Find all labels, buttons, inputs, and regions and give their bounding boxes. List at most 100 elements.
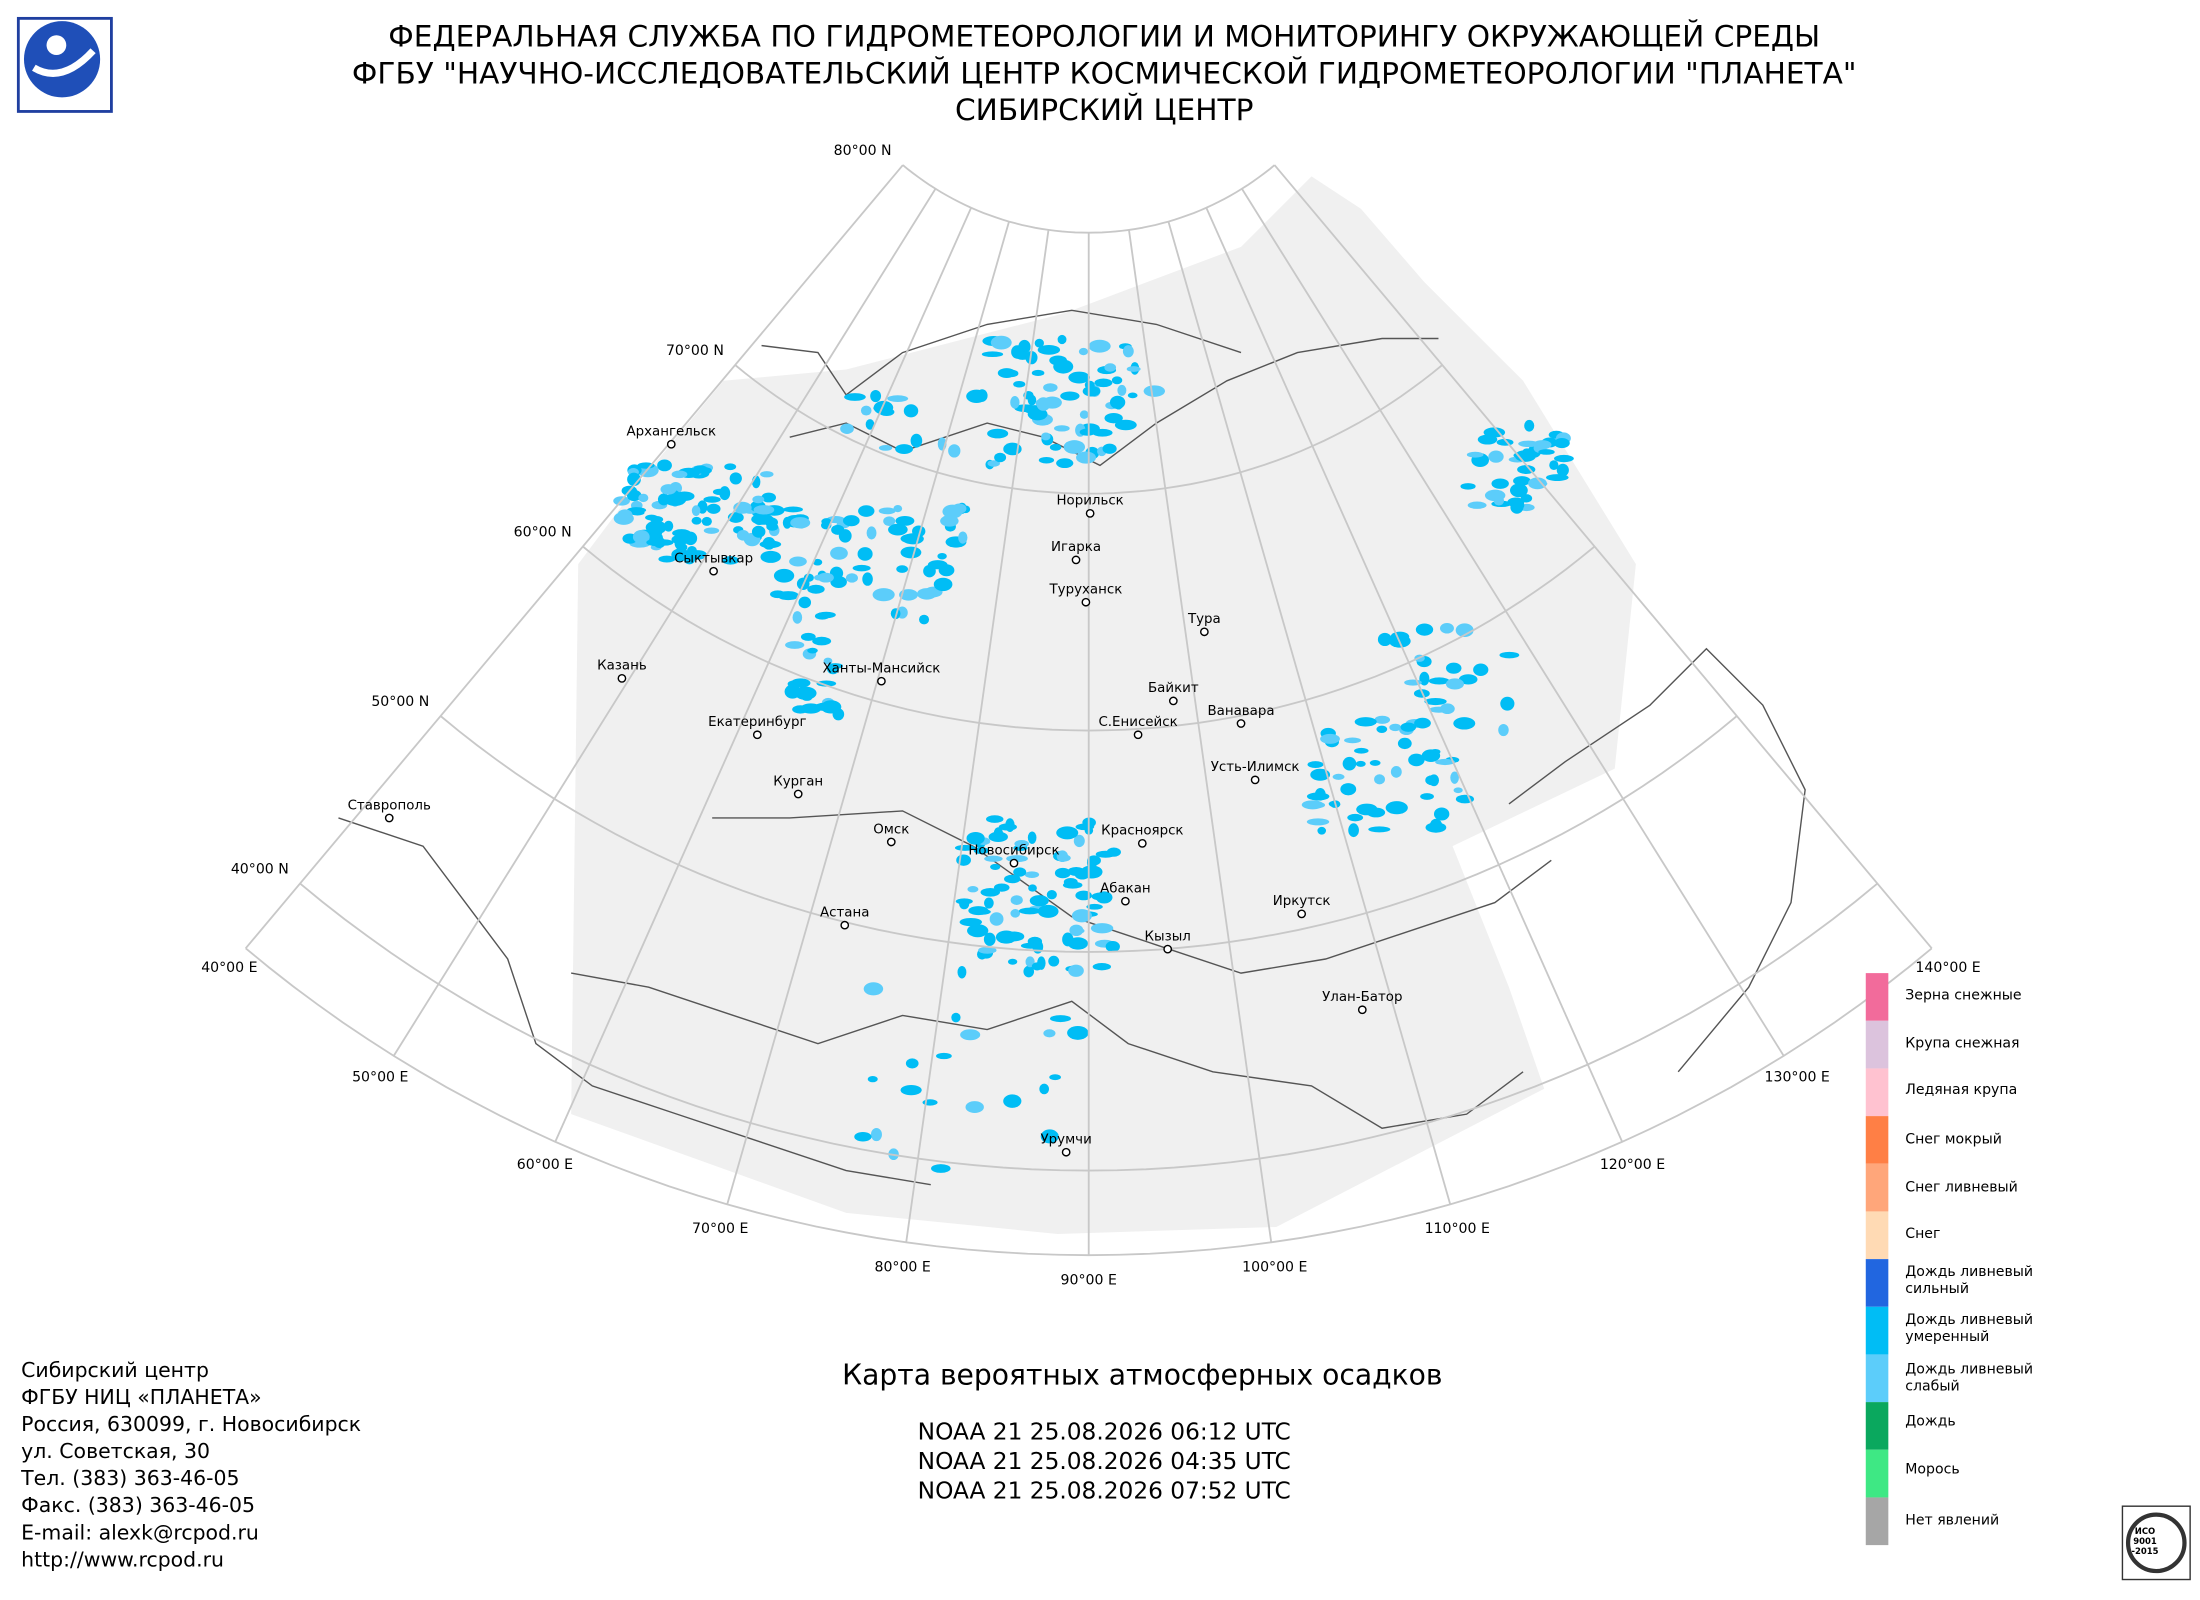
- precip-patch: [983, 932, 996, 946]
- precip-patch: [761, 492, 777, 503]
- precip-patch: [1049, 443, 1062, 451]
- precip-patch: [801, 694, 813, 701]
- precip-patch: [1376, 725, 1388, 734]
- city-label: Архангельск: [626, 425, 716, 440]
- precip-patch: [1106, 847, 1121, 857]
- precip-patch: [701, 516, 712, 526]
- precip-patch: [903, 404, 919, 418]
- precip-patch: [790, 517, 811, 529]
- precip-patch: [1104, 363, 1117, 372]
- precip-patch: [1314, 788, 1326, 801]
- precip-patch: [1067, 866, 1085, 876]
- pass-time: NOAA 21 25.08.2026 07:52 UTC: [918, 1478, 1291, 1505]
- city-marker: [617, 673, 627, 683]
- city-label: Астана: [820, 905, 869, 920]
- precip-patch: [792, 611, 803, 624]
- legend-swatch: [1865, 1354, 1889, 1403]
- precip-patch: [1554, 438, 1570, 449]
- precip-patch: [917, 588, 937, 600]
- precip-patch: [696, 467, 712, 475]
- precip-patch: [703, 496, 721, 503]
- precip-patch: [1079, 428, 1096, 436]
- city-label: Усть-Илимск: [1211, 760, 1300, 775]
- precip-patch: [1068, 964, 1084, 977]
- precip-patch: [1455, 623, 1474, 638]
- precip-patch: [1419, 671, 1430, 686]
- precip-patch: [1385, 801, 1408, 815]
- precip-patch: [764, 517, 778, 528]
- precip-patch: [997, 368, 1016, 378]
- city-label: Ванавара: [1207, 704, 1274, 719]
- precip-patch: [976, 389, 988, 402]
- precip-patch: [980, 888, 1001, 897]
- precip-patch: [844, 393, 866, 401]
- precip-patch: [854, 1131, 872, 1142]
- precip-patch: [1435, 758, 1455, 766]
- legend-swatch: [1865, 1449, 1889, 1498]
- latitude-label: 70°00 N: [666, 343, 724, 359]
- precip-patch: [770, 590, 786, 599]
- legend-label: Снег ливневый: [1905, 1179, 2018, 1195]
- satellite-swath: [571, 176, 1636, 1235]
- precip-patch: [1043, 1029, 1056, 1038]
- precip-patch: [840, 423, 854, 434]
- precip-patch: [671, 470, 688, 479]
- precip-patch: [1538, 449, 1555, 455]
- precip-patch: [671, 548, 690, 562]
- city-marker: [1357, 1005, 1367, 1015]
- latitude-label: 40°00 N: [231, 861, 289, 877]
- precip-patch: [862, 572, 873, 586]
- precip-patch: [905, 1058, 919, 1069]
- legend-label: умеренный: [1905, 1329, 1989, 1345]
- legend-label: Нет явлений: [1905, 1512, 1999, 1528]
- precip-patch: [617, 509, 633, 520]
- address-line: ФГБУ НИЦ «ПЛАНЕТА»: [21, 1385, 262, 1409]
- precip-patch: [1507, 497, 1525, 508]
- meridian: [1273, 164, 1933, 949]
- precip-patch: [1063, 877, 1078, 887]
- precip-patch: [1460, 483, 1476, 490]
- precip-patch: [1433, 807, 1450, 821]
- precip-patch: [857, 547, 873, 561]
- precip-patch: [1102, 443, 1117, 454]
- precip-patch: [896, 565, 909, 573]
- city-marker: [1168, 696, 1178, 706]
- iso-text: ИСО: [2135, 1526, 2155, 1536]
- precip-patch: [1374, 715, 1391, 724]
- precip-patch: [948, 444, 961, 458]
- legend-label: Снег: [1905, 1226, 1940, 1242]
- logo: [16, 16, 113, 113]
- meridian: [726, 221, 1010, 1205]
- header-line: ФГБУ "НАУЧНО-ИССЛЕДОВАТЕЛЬСКИЙ ЦЕНТР КОС…: [352, 55, 1857, 90]
- border: [1508, 647, 1806, 1073]
- legend-swatch: [1865, 1402, 1889, 1450]
- precip-patch: [785, 641, 805, 649]
- precip-patch: [895, 444, 913, 454]
- precip-patch: [1500, 696, 1515, 711]
- city-marker: [1163, 944, 1173, 954]
- meridian: [1167, 221, 1452, 1205]
- precip-patch: [1420, 793, 1434, 800]
- precip-patch: [899, 589, 918, 601]
- precip-patch: [658, 555, 676, 563]
- precip-patch: [1038, 456, 1055, 464]
- precip-patch: [807, 584, 825, 594]
- precip-patch: [1068, 371, 1090, 384]
- precip-patch: [823, 657, 833, 665]
- precip-patch: [1445, 678, 1464, 690]
- precip-patch: [1114, 419, 1137, 431]
- city-label: Улан-Батор: [1322, 990, 1402, 1005]
- precip-patch: [1445, 662, 1462, 674]
- precip-patch: [1143, 385, 1165, 397]
- precip-patch: [1306, 818, 1330, 826]
- border: [338, 817, 931, 1186]
- precip-patch: [967, 924, 989, 938]
- precip-patch: [1518, 440, 1539, 448]
- precip-patch: [1086, 903, 1103, 910]
- precip-patch: [981, 351, 1004, 358]
- legend-swatch: [1865, 1306, 1889, 1355]
- precip-patch: [1094, 378, 1113, 388]
- precip-patch: [1340, 783, 1357, 796]
- precip-patch: [1310, 768, 1331, 781]
